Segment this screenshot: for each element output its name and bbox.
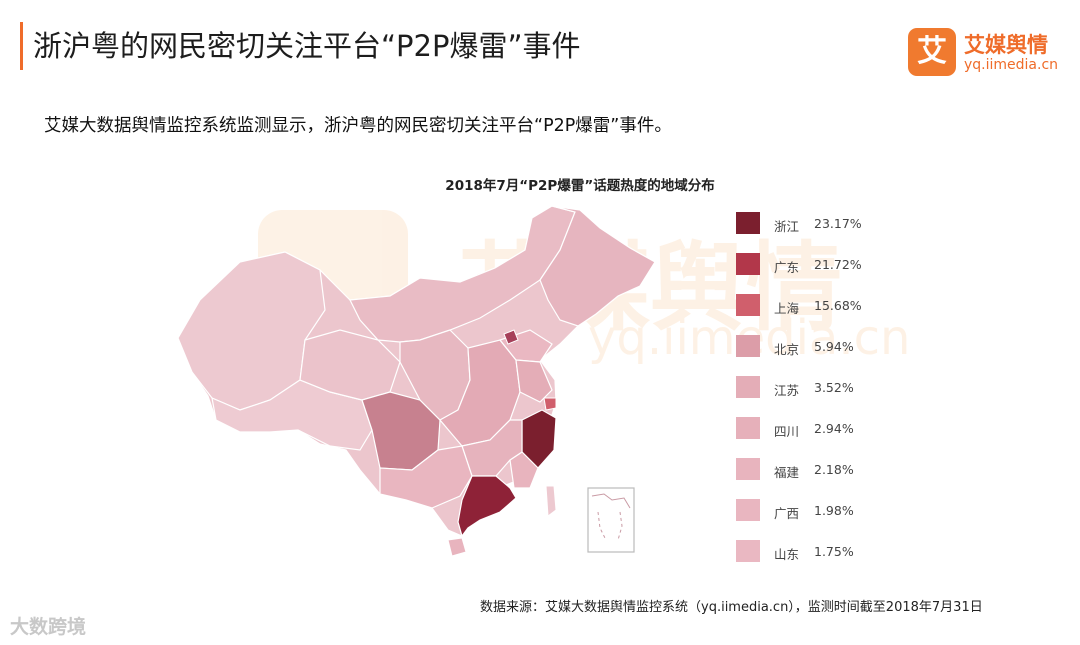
corner-watermark: 大数跨境 bbox=[10, 616, 87, 638]
legend-swatch bbox=[736, 540, 760, 562]
legend-swatch bbox=[736, 253, 760, 275]
legend-region-value: 5.94% bbox=[814, 339, 854, 354]
legend-region-value: 1.75% bbox=[814, 544, 854, 559]
legend-item: 山东 1.75% bbox=[736, 538, 906, 579]
page-title: 浙沪粤的网民密切关注平台“P2P爆雷”事件 bbox=[33, 29, 581, 63]
map-region-beijing bbox=[503, 329, 519, 345]
legend-region-name: 上海 bbox=[774, 301, 800, 316]
map-region-shanghai bbox=[543, 397, 557, 411]
legend-swatch bbox=[736, 376, 760, 398]
legend-region-value: 1.98% bbox=[814, 503, 854, 518]
legend-item: 浙江 23.17% bbox=[736, 210, 906, 251]
legend-item: 江苏 3.52% bbox=[736, 374, 906, 415]
legend-swatch bbox=[736, 458, 760, 480]
legend-region-value: 3.52% bbox=[814, 380, 854, 395]
map-region bbox=[515, 359, 553, 403]
legend-swatch bbox=[736, 335, 760, 357]
legend-swatch bbox=[736, 212, 760, 234]
chart-title: 2018年7月“P2P爆雷”话题热度的地域分布 bbox=[445, 178, 715, 194]
map-region-taiwan bbox=[545, 485, 557, 517]
map-region bbox=[211, 379, 373, 451]
legend-swatch bbox=[736, 499, 760, 521]
source-note: 数据来源：艾媒大数据舆情监控系统（yq.iimedia.cn），监测时间截至20… bbox=[480, 600, 983, 615]
legend-item: 北京 5.94% bbox=[736, 333, 906, 374]
legend-region-name: 浙江 bbox=[774, 219, 800, 234]
legend-item: 上海 15.68% bbox=[736, 292, 906, 333]
logo-mark-icon: 艾 bbox=[908, 28, 956, 76]
legend-region-name: 山东 bbox=[774, 547, 800, 562]
logo-glyph: 艾 bbox=[917, 34, 947, 69]
legend-region-name: 北京 bbox=[774, 342, 800, 357]
map-region-hainan bbox=[447, 537, 467, 557]
logo-url: yq.iimedia.cn bbox=[964, 57, 1059, 73]
legend-region-value: 15.68% bbox=[814, 298, 862, 313]
legend-region-name: 福建 bbox=[774, 465, 800, 480]
legend-region-name: 江苏 bbox=[774, 383, 800, 398]
south-sea-inset bbox=[587, 487, 635, 553]
inset-dashes bbox=[597, 511, 623, 541]
legend-item: 广西 1.98% bbox=[736, 497, 906, 538]
inset-coastline bbox=[591, 493, 631, 509]
brand-logo: 艾 艾媒舆情 yq.iimedia.cn bbox=[908, 28, 1068, 78]
legend-region-name: 广东 bbox=[774, 260, 800, 275]
legend-region-value: 23.17% bbox=[814, 216, 862, 231]
legend-swatch bbox=[736, 417, 760, 439]
subtitle: 艾媒大数据舆情监控系统监测显示，浙沪粤的网民密切关注平台“P2P爆雷”事件。 bbox=[44, 116, 672, 136]
legend-item: 广东 21.72% bbox=[736, 251, 906, 292]
legend-region-value: 2.18% bbox=[814, 462, 854, 477]
legend-item: 四川 2.94% bbox=[736, 415, 906, 456]
legend: 浙江 23.17% 广东 21.72% 上海 15.68% 北京 5.94% 江苏 3.52% 四川… bbox=[736, 210, 906, 579]
logo-name: 艾媒舆情 bbox=[964, 33, 1048, 57]
map-region-guangdong bbox=[457, 475, 517, 538]
map-region bbox=[539, 205, 656, 327]
legend-item: 福建 2.18% bbox=[736, 456, 906, 497]
title-bar: 浙沪粤的网民密切关注平台“P2P爆雷”事件 bbox=[20, 22, 580, 70]
legend-region-value: 21.72% bbox=[814, 257, 862, 272]
legend-region-name: 广西 bbox=[774, 506, 800, 521]
map-region bbox=[379, 445, 473, 509]
legend-region-value: 2.94% bbox=[814, 421, 854, 436]
legend-swatch bbox=[736, 294, 760, 316]
legend-region-name: 四川 bbox=[774, 424, 800, 439]
